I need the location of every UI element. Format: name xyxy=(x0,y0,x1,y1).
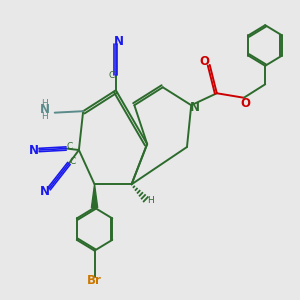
Text: O: O xyxy=(200,56,210,68)
Text: H: H xyxy=(148,196,154,205)
Text: Br: Br xyxy=(87,274,102,287)
Text: O: O xyxy=(240,97,250,110)
Text: N: N xyxy=(40,185,50,198)
Text: N: N xyxy=(29,143,39,157)
Polygon shape xyxy=(92,184,98,208)
Text: H: H xyxy=(41,99,48,108)
Text: C: C xyxy=(69,158,76,166)
Text: C: C xyxy=(66,142,73,151)
Text: N: N xyxy=(190,101,200,114)
Text: N: N xyxy=(114,35,124,48)
Text: C: C xyxy=(109,71,115,80)
Text: H: H xyxy=(41,112,48,121)
Text: N: N xyxy=(40,103,50,116)
